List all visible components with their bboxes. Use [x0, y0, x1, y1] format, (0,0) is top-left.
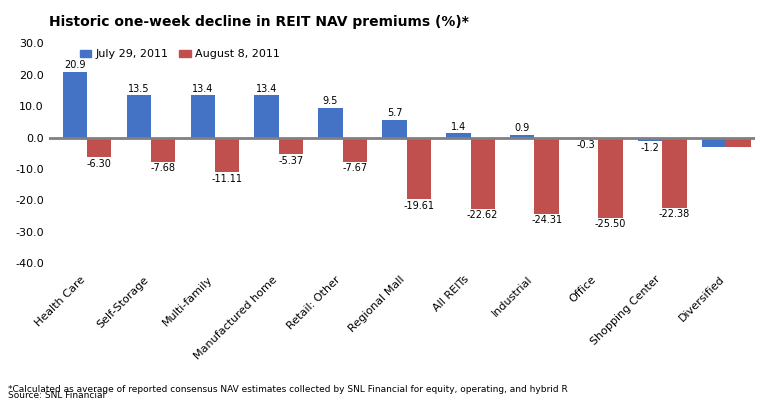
Bar	[343, 138, 367, 162]
Text: -22.62: -22.62	[467, 210, 498, 220]
Text: 1.4: 1.4	[450, 122, 466, 132]
Bar	[254, 96, 279, 138]
Bar	[151, 138, 176, 162]
Bar	[62, 72, 87, 138]
Text: -1.2: -1.2	[641, 143, 660, 153]
Bar	[638, 138, 662, 141]
Text: 13.4: 13.4	[256, 84, 277, 94]
Text: -0.3: -0.3	[577, 140, 596, 150]
Bar	[87, 138, 111, 157]
Bar	[190, 96, 215, 138]
Bar	[279, 138, 303, 154]
Bar	[534, 138, 559, 214]
Text: 5.7: 5.7	[387, 108, 402, 118]
Text: -7.68: -7.68	[151, 163, 176, 173]
Text: 13.4: 13.4	[192, 84, 213, 94]
Text: -6.30: -6.30	[87, 159, 112, 169]
Bar	[726, 138, 751, 147]
Text: 9.5: 9.5	[323, 96, 338, 106]
Bar	[407, 138, 431, 199]
Text: 13.5: 13.5	[128, 84, 149, 94]
Text: Source: SNL Financial: Source: SNL Financial	[8, 391, 105, 400]
Legend: July 29, 2011, August 8, 2011: July 29, 2011, August 8, 2011	[75, 45, 284, 64]
Text: *Calculated as average of reported consensus NAV estimates collected by SNL Fina: *Calculated as average of reported conse…	[8, 385, 567, 394]
Text: -19.61: -19.61	[403, 201, 434, 211]
Text: Historic one-week decline in REIT NAV premiums (%)*: Historic one-week decline in REIT NAV pr…	[49, 15, 468, 29]
Bar	[447, 133, 470, 138]
Text: -22.38: -22.38	[659, 209, 690, 219]
Bar	[383, 120, 407, 138]
Text: 20.9: 20.9	[64, 60, 85, 70]
Bar	[662, 138, 687, 208]
Bar	[511, 135, 534, 138]
Text: -11.11: -11.11	[212, 174, 243, 184]
Bar	[702, 138, 726, 147]
Bar	[215, 138, 239, 172]
Bar	[318, 108, 343, 138]
Bar	[470, 138, 495, 208]
Text: -24.31: -24.31	[531, 215, 562, 225]
Text: 0.9: 0.9	[514, 123, 530, 133]
Text: -25.50: -25.50	[595, 219, 626, 229]
Text: -7.67: -7.67	[342, 163, 367, 173]
Bar	[598, 138, 623, 218]
Text: -5.37: -5.37	[278, 156, 303, 166]
Bar	[126, 95, 151, 138]
